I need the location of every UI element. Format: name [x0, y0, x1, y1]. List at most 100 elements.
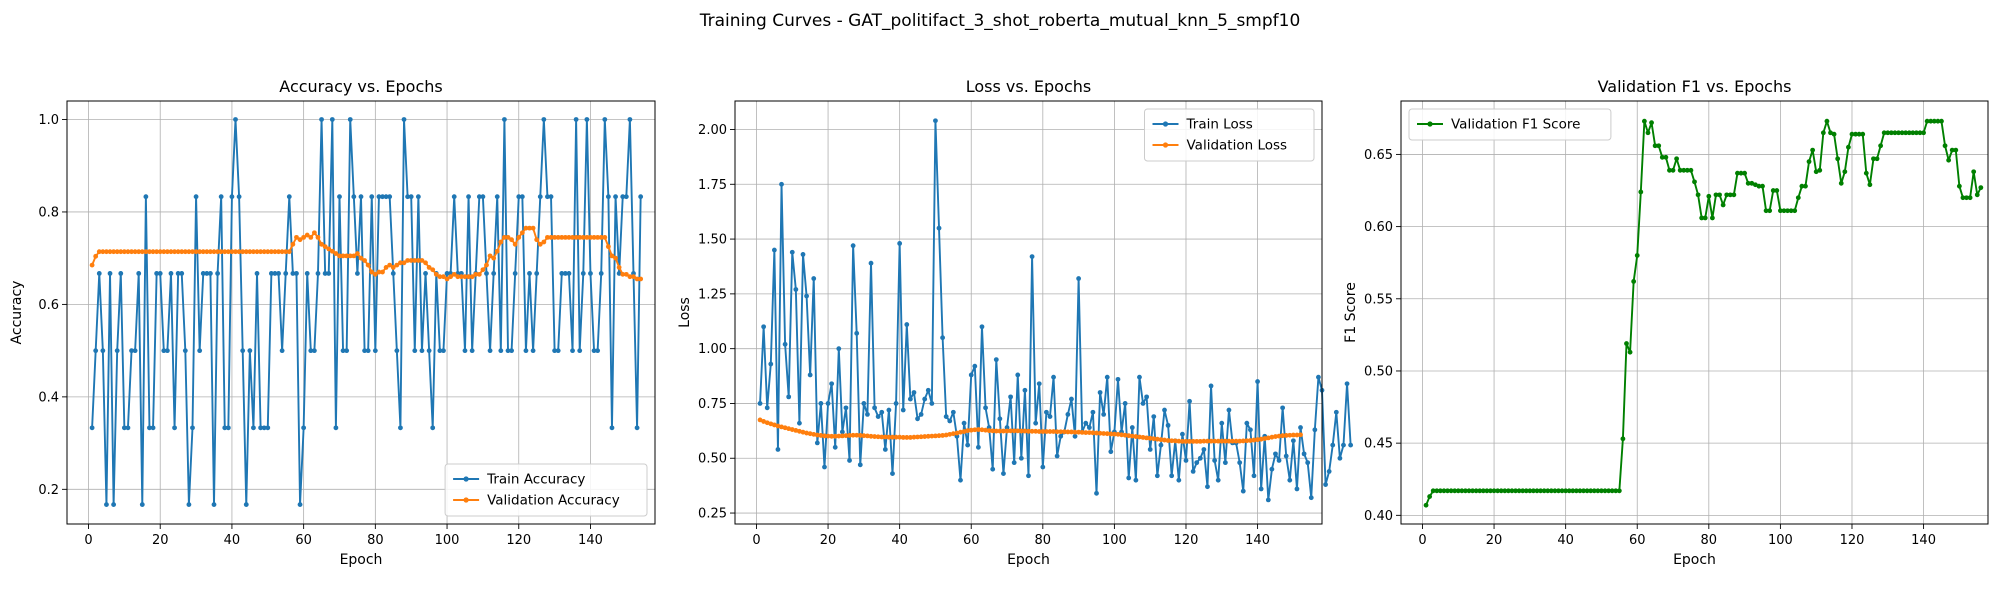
accuracy-xlabel: Epoch — [340, 552, 383, 568]
loss-legend-label: Validation Loss — [1187, 138, 1288, 154]
f1-series-point — [1867, 182, 1873, 188]
loss-series-point — [940, 335, 945, 341]
loss-series-point — [836, 346, 842, 352]
accuracy-series-point — [258, 425, 264, 431]
accuracy-series-point — [157, 271, 163, 276]
accuracy-series-point — [121, 249, 127, 255]
accuracy-series-point — [290, 241, 296, 247]
f1-series-point — [1767, 208, 1773, 214]
accuracy-series-point — [208, 271, 213, 276]
accuracy-series-point — [322, 271, 328, 276]
accuracy-x-tick-label: 100 — [435, 533, 460, 548]
f1-series-point — [1656, 143, 1662, 149]
f1-series-point — [1888, 130, 1894, 136]
accuracy-series-point — [502, 234, 507, 240]
accuracy-series-point — [566, 234, 572, 240]
loss-series-point — [968, 372, 974, 378]
accuracy-series-point — [390, 265, 396, 270]
f1-x-tick-label: 60 — [1629, 533, 1646, 548]
accuracy-series-point — [401, 117, 407, 122]
accuracy-series-point — [613, 255, 618, 261]
loss-series-point — [1294, 486, 1300, 492]
loss-series-point — [986, 428, 992, 434]
accuracy-series-point — [473, 271, 479, 277]
loss-series-point — [825, 401, 831, 406]
f1-series-point — [1445, 488, 1450, 494]
loss-series-point — [1119, 432, 1124, 438]
loss-series-point — [1190, 438, 1196, 444]
loss-series-point — [1079, 429, 1085, 435]
accuracy-series-point — [591, 348, 597, 354]
loss-xlabel: Epoch — [1007, 552, 1050, 568]
loss-x-tick-label: 140 — [1245, 533, 1270, 548]
accuracy-series-point — [182, 348, 188, 354]
loss-series-point — [1008, 394, 1013, 400]
accuracy-series-point — [308, 348, 314, 354]
accuracy-series-point — [93, 253, 99, 259]
accuracy-series-point — [537, 194, 543, 200]
accuracy-series-point — [200, 271, 206, 276]
f1-series-point — [1763, 208, 1769, 214]
f1-xlabel: Epoch — [1673, 552, 1716, 568]
loss-series-point — [865, 412, 870, 417]
accuracy-series-point — [154, 271, 160, 276]
loss-series-point — [1212, 458, 1218, 463]
accuracy-series-point — [562, 271, 568, 276]
accuracy-series-point — [541, 117, 547, 122]
accuracy-series-point — [484, 271, 489, 276]
accuracy-series-point — [190, 249, 195, 255]
loss-series-point — [1151, 436, 1157, 442]
f1-series-point — [1742, 170, 1748, 176]
loss-series-point — [1015, 372, 1021, 378]
loss-series-point — [1018, 428, 1024, 434]
accuracy-series-point — [462, 274, 468, 280]
loss-series-point — [1115, 431, 1121, 437]
accuracy-series-point — [502, 117, 507, 122]
loss-series-point — [1104, 431, 1110, 437]
loss-series-point — [1065, 412, 1071, 417]
f1-series-point — [1803, 183, 1808, 189]
f1-series-point — [1946, 157, 1952, 163]
loss-series-point — [818, 433, 824, 438]
loss-series-point — [918, 412, 924, 417]
accuracy-series-point — [487, 348, 493, 354]
accuracy-series-point — [555, 234, 561, 240]
accuracy-series-point — [279, 348, 285, 354]
accuracy-series-point — [638, 276, 644, 282]
loss-series-point — [1122, 401, 1128, 406]
loss-series-point — [1333, 409, 1339, 415]
loss-series-point — [1061, 429, 1067, 435]
loss-series-point — [825, 433, 831, 439]
loss-series-point — [1212, 438, 1218, 444]
loss-series-point — [925, 433, 931, 439]
accuracy-series-point — [548, 194, 554, 200]
figure-suptitle: Training Curves - GAT_politifact_3_shot_… — [699, 11, 1301, 31]
f1-series-point — [1928, 118, 1934, 124]
accuracy-series-point — [466, 194, 471, 200]
loss-series-point — [1054, 453, 1060, 459]
accuracy-series-point — [297, 237, 303, 243]
loss-series-point — [1097, 390, 1103, 395]
loss-x-tick-label: 100 — [1102, 533, 1127, 548]
loss-series-point — [890, 471, 895, 476]
accuracy-series-point — [419, 258, 425, 263]
accuracy-series-point — [114, 348, 120, 354]
accuracy-series-point — [272, 271, 278, 276]
loss-series-point — [1133, 434, 1139, 439]
accuracy-series-point — [161, 348, 167, 354]
accuracy-series-point — [627, 274, 633, 280]
accuracy-series-point — [93, 348, 99, 354]
accuracy-series-point — [329, 248, 335, 254]
accuracy-series-point — [466, 274, 471, 280]
f1-series-point — [1663, 154, 1669, 160]
accuracy-series-point — [347, 253, 353, 259]
accuracy-series-point — [358, 194, 364, 200]
accuracy-series-point — [89, 262, 95, 268]
accuracy-series-point — [147, 425, 152, 431]
accuracy-series-point — [537, 241, 543, 247]
accuracy-series-point — [164, 249, 170, 255]
f1-series-point — [1488, 488, 1493, 494]
f1-series-point — [1556, 488, 1561, 494]
loss-series-point — [1308, 495, 1314, 501]
loss-series-point — [1126, 433, 1132, 439]
